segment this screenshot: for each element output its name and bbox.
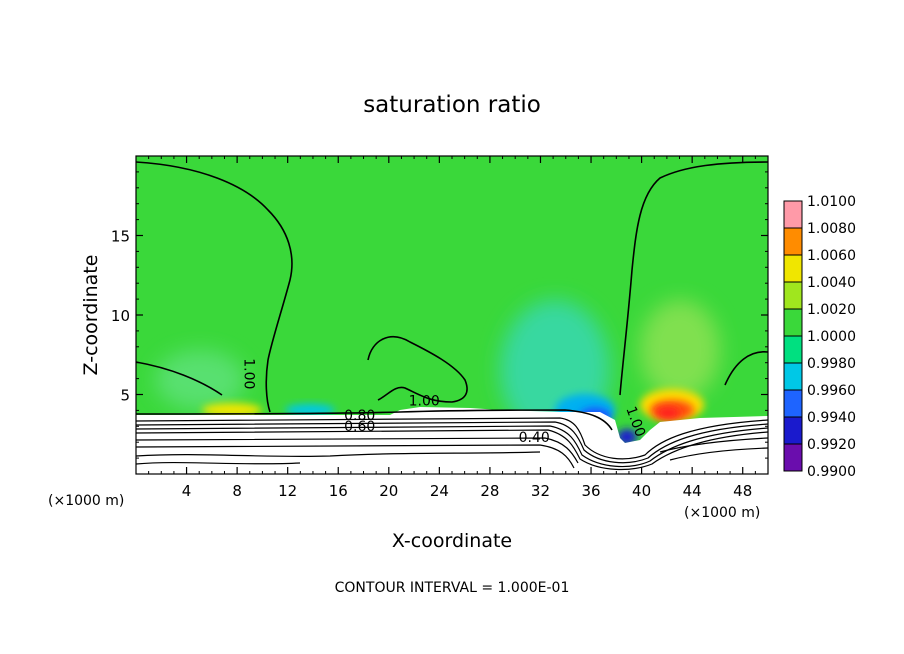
contour-1-00-right-upper	[619, 161, 768, 396]
colorbar-bin	[784, 282, 802, 309]
anomaly-moist-upper	[640, 300, 720, 400]
contour-1-00-left	[136, 161, 293, 413]
x-tick-label: 20	[379, 482, 398, 500]
x-tick-label: 36	[581, 482, 600, 500]
colorbar-label: 0.9920	[807, 437, 856, 453]
terrain-contour	[136, 461, 301, 465]
contour-label: 0.40	[519, 430, 550, 446]
y-tick-label: 10	[111, 307, 130, 325]
y-unit-label: (×1000 m)	[684, 505, 760, 521]
contour-label: 0.80	[344, 408, 375, 424]
colorbar-bin	[784, 336, 802, 363]
contour-1-00-hump	[367, 336, 468, 403]
colorbar-label: 1.0020	[807, 302, 856, 318]
y-axis-ticks: 5 10 15	[111, 171, 768, 459]
colorbar-bin	[784, 363, 802, 390]
contour-1-00-right-lobe	[724, 351, 768, 386]
x-unit-label: (×1000 m)	[48, 493, 124, 509]
x-tick-label: 28	[480, 482, 499, 500]
colorbar-label: 0.9940	[807, 410, 856, 426]
terrain-contour	[136, 421, 768, 464]
anomaly-left-warm	[202, 403, 262, 417]
contour-interval-footer: CONTOUR INTERVAL = 1.000E-01	[335, 580, 570, 596]
colorbar-label: 0.9900	[807, 464, 856, 480]
x-tick-label: 44	[683, 482, 702, 500]
terrain-contour	[136, 429, 768, 471]
x-axis-ticks: 4 8 12 16 20 24 28 32 36 40 44 48	[148, 156, 756, 500]
colorbar-bin	[784, 417, 802, 444]
colorbar-bin	[784, 309, 802, 336]
contour-label: 1.00	[409, 394, 440, 410]
x-tick-label: 8	[232, 482, 242, 500]
colorbar-bin	[784, 390, 802, 417]
contour-1-00-left-lobe	[136, 361, 223, 396]
colorbar-label: 0.9980	[807, 356, 856, 372]
x-tick-label: 32	[531, 482, 550, 500]
colorbar-label: 1.0080	[807, 221, 856, 237]
anomaly-dry-mid	[155, 350, 245, 410]
terrain-contour	[136, 425, 768, 468]
terrain-contour	[136, 444, 575, 469]
y-tick-label: 5	[120, 387, 130, 405]
colorbar-bin	[784, 255, 802, 282]
colorbar-label: 1.0000	[807, 329, 856, 345]
x-axis-label: X-coordinate	[392, 530, 512, 552]
terrain-contour	[136, 437, 579, 464]
colorbar-label: 1.0060	[807, 248, 856, 264]
x-tick-label: 12	[278, 482, 297, 500]
terrain-contours	[136, 417, 768, 471]
colorbar-bin	[784, 201, 802, 228]
colorbar-label: 0.9960	[807, 383, 856, 399]
colorbar-bin	[784, 228, 802, 255]
x-tick-label: 40	[632, 482, 651, 500]
colorbar: 1.0100 1.0080 1.0060 1.0040 1.0020 1.0000 0.99…	[783, 194, 856, 480]
x-tick-label: 4	[182, 482, 192, 500]
anomaly-moist-peak	[656, 407, 680, 419]
plot-area: 1.001.000.800.600.40 1.00	[136, 156, 768, 474]
contour-1-00-surface	[136, 409, 613, 431]
colorbar-label: 1.0040	[807, 275, 856, 291]
y-axis-label: Z-coordinate	[80, 255, 102, 376]
contour-label: 1.00	[241, 358, 257, 389]
chart-title: saturation ratio	[363, 92, 541, 118]
terrain-contour	[659, 437, 768, 453]
contour-label: 0.60	[344, 419, 375, 435]
colorbar-label: 1.0100	[807, 194, 856, 210]
x-tick-label: 48	[733, 482, 752, 500]
terrain-contour	[669, 447, 768, 461]
colorbar-bin	[784, 444, 802, 471]
x-tick-label: 16	[329, 482, 348, 500]
contour-lines	[136, 161, 768, 431]
terrain-contour	[136, 451, 541, 458]
x-tick-label: 24	[430, 482, 449, 500]
terrain-contour	[136, 417, 768, 460]
y-tick-label: 15	[111, 228, 130, 246]
